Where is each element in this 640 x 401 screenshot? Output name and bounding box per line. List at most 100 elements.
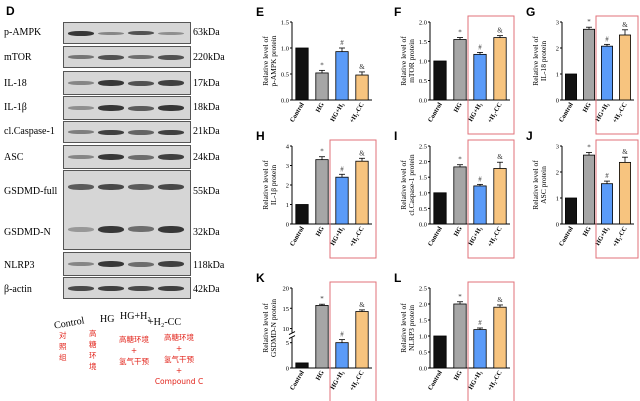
y-axis-label-g: Relative level ofIL-18 protein bbox=[531, 36, 548, 86]
x-tick-label: +H₂-CC bbox=[612, 225, 629, 248]
y-tick-label: 0.5 bbox=[419, 350, 427, 357]
blot-band bbox=[98, 225, 124, 233]
blot-band bbox=[68, 130, 94, 134]
blot-band bbox=[128, 285, 154, 291]
blot-band bbox=[158, 225, 184, 233]
group-label-hg-h2: HG+H₂ bbox=[120, 311, 151, 322]
y-axis-label-l: Relative level ofNLRP3 protein bbox=[399, 303, 416, 353]
y-tick-label: 1.5 bbox=[419, 175, 427, 182]
y-tick-label: 1.5 bbox=[419, 318, 427, 325]
panel-letter-d: D bbox=[6, 4, 15, 18]
y-tick-label: 3 bbox=[556, 144, 559, 151]
bar-i-1 bbox=[453, 166, 467, 225]
y-tick-label: 0.5 bbox=[281, 72, 289, 79]
blot-strip bbox=[63, 96, 191, 120]
y-tick-label: 1 bbox=[556, 196, 559, 203]
bar-k-3 bbox=[355, 311, 369, 369]
kda-gsdmd-n: 32kDa bbox=[193, 227, 220, 238]
significance-mark: * bbox=[458, 293, 462, 301]
kda-il-1b: 18kDa bbox=[193, 102, 220, 113]
highlight-box bbox=[595, 15, 639, 135]
x-tick-label: HG bbox=[582, 226, 593, 238]
x-tick-label: Control bbox=[289, 225, 306, 247]
row-label-il-18: IL-18 bbox=[4, 78, 27, 89]
blot-band bbox=[128, 226, 154, 232]
chart-e: E Relative level ofp-AMPK protein 0.0 0.5 1.… bbox=[256, 5, 372, 124]
x-tick-label: Control bbox=[427, 101, 444, 123]
bar-k-1 bbox=[315, 305, 329, 369]
y-tick-label: 2 bbox=[556, 170, 559, 177]
y-tick-label: 4 bbox=[286, 144, 290, 151]
blot-strip bbox=[63, 170, 191, 250]
significance-mark: * bbox=[587, 144, 591, 152]
blot-band bbox=[128, 105, 154, 111]
significance-mark: & bbox=[359, 301, 365, 309]
blot-strip bbox=[63, 145, 191, 169]
blot-strip bbox=[63, 71, 191, 95]
blot-band bbox=[158, 184, 184, 190]
kda-il-18: 17kDa bbox=[193, 78, 220, 89]
blot-band bbox=[128, 184, 154, 190]
y-tick-label: 1.0 bbox=[419, 190, 427, 197]
blot-strip bbox=[63, 252, 191, 276]
blot-strip bbox=[63, 277, 191, 299]
significance-mark: & bbox=[622, 148, 628, 156]
western-blot-panel: D p-AMPK mTOR IL-18 IL-1β cl.Caspase-1 A… bbox=[0, 0, 232, 401]
y-tick-label: 2.0 bbox=[419, 159, 427, 166]
bar-e-1 bbox=[315, 72, 329, 101]
blot-band bbox=[158, 154, 184, 160]
blot-band bbox=[98, 54, 124, 60]
x-tick-label: +H₂-CC bbox=[349, 101, 366, 124]
x-tick-label: +H₂-CC bbox=[487, 225, 504, 248]
bar-j-0 bbox=[565, 197, 577, 225]
panel-letter-f: F bbox=[394, 5, 401, 19]
blot-band bbox=[158, 31, 184, 35]
blot-band bbox=[158, 285, 184, 291]
bar-g-3 bbox=[619, 34, 631, 101]
highlight-box bbox=[467, 139, 515, 259]
kda-beta-actin: 42kDa bbox=[193, 284, 220, 295]
x-tick-label: +H₂-CC bbox=[487, 101, 504, 124]
y-tick-label: 2.5 bbox=[419, 286, 427, 293]
blot-strip bbox=[63, 121, 191, 143]
y-tick-label: 2.0 bbox=[419, 20, 427, 27]
x-tick-label: HG+H₂ bbox=[594, 101, 610, 123]
axis-break-mark bbox=[288, 335, 296, 340]
bar-k-2 bbox=[335, 342, 349, 369]
x-tick-label: +H₂-CC bbox=[349, 369, 366, 392]
row-label-mtor: mTOR bbox=[4, 52, 32, 63]
y-tick-label: 1.0 bbox=[419, 59, 427, 66]
row-label-il-1b: IL-1β bbox=[4, 102, 27, 113]
significance-mark: & bbox=[359, 149, 365, 157]
y-axis-label-h: Relative level ofIL-1β protein bbox=[261, 160, 278, 210]
x-tick-label: HG bbox=[582, 102, 593, 114]
chart-k: K Relative level ofGSDMD-N protein 0 5 10 15 2… bbox=[256, 271, 377, 401]
row-label-asc: ASC bbox=[4, 152, 24, 163]
significance-mark: # bbox=[340, 331, 344, 339]
x-tick-label: Control bbox=[558, 225, 575, 247]
x-tick-label: HG+H₂ bbox=[467, 225, 483, 247]
group-label-h2-cc: +H₂-CC bbox=[148, 317, 182, 328]
panel-letter-j: J bbox=[526, 129, 533, 143]
x-tick-label: HG bbox=[453, 226, 464, 238]
significance-mark: * bbox=[320, 295, 324, 303]
y-axis-label-e: Relative level ofp-AMPK protein bbox=[261, 35, 278, 86]
blot-band bbox=[98, 261, 124, 267]
blot-band bbox=[158, 80, 184, 86]
blot-band bbox=[98, 31, 124, 35]
blot-band bbox=[158, 261, 184, 267]
row-label-gsdmd-full: GSDMD-full bbox=[4, 186, 58, 197]
panel-letter-h: H bbox=[256, 129, 265, 143]
kda-asc: 24kDa bbox=[193, 152, 220, 163]
x-tick-label: +H₂-CC bbox=[349, 225, 366, 248]
significance-mark: # bbox=[478, 175, 482, 183]
blot-band bbox=[158, 105, 184, 111]
y-tick-label: 2 bbox=[286, 183, 289, 190]
bar-l-2 bbox=[473, 329, 487, 369]
bar-j-2 bbox=[601, 183, 613, 225]
bar-k-0 bbox=[295, 362, 309, 369]
x-tick-label: Control bbox=[289, 369, 306, 391]
x-tick-label: HG+H₂ bbox=[467, 369, 483, 391]
significance-mark: # bbox=[478, 43, 482, 51]
chart-f: F Relative level ofmTOR protein 0.0 0.5 1.0 1… bbox=[394, 5, 515, 135]
